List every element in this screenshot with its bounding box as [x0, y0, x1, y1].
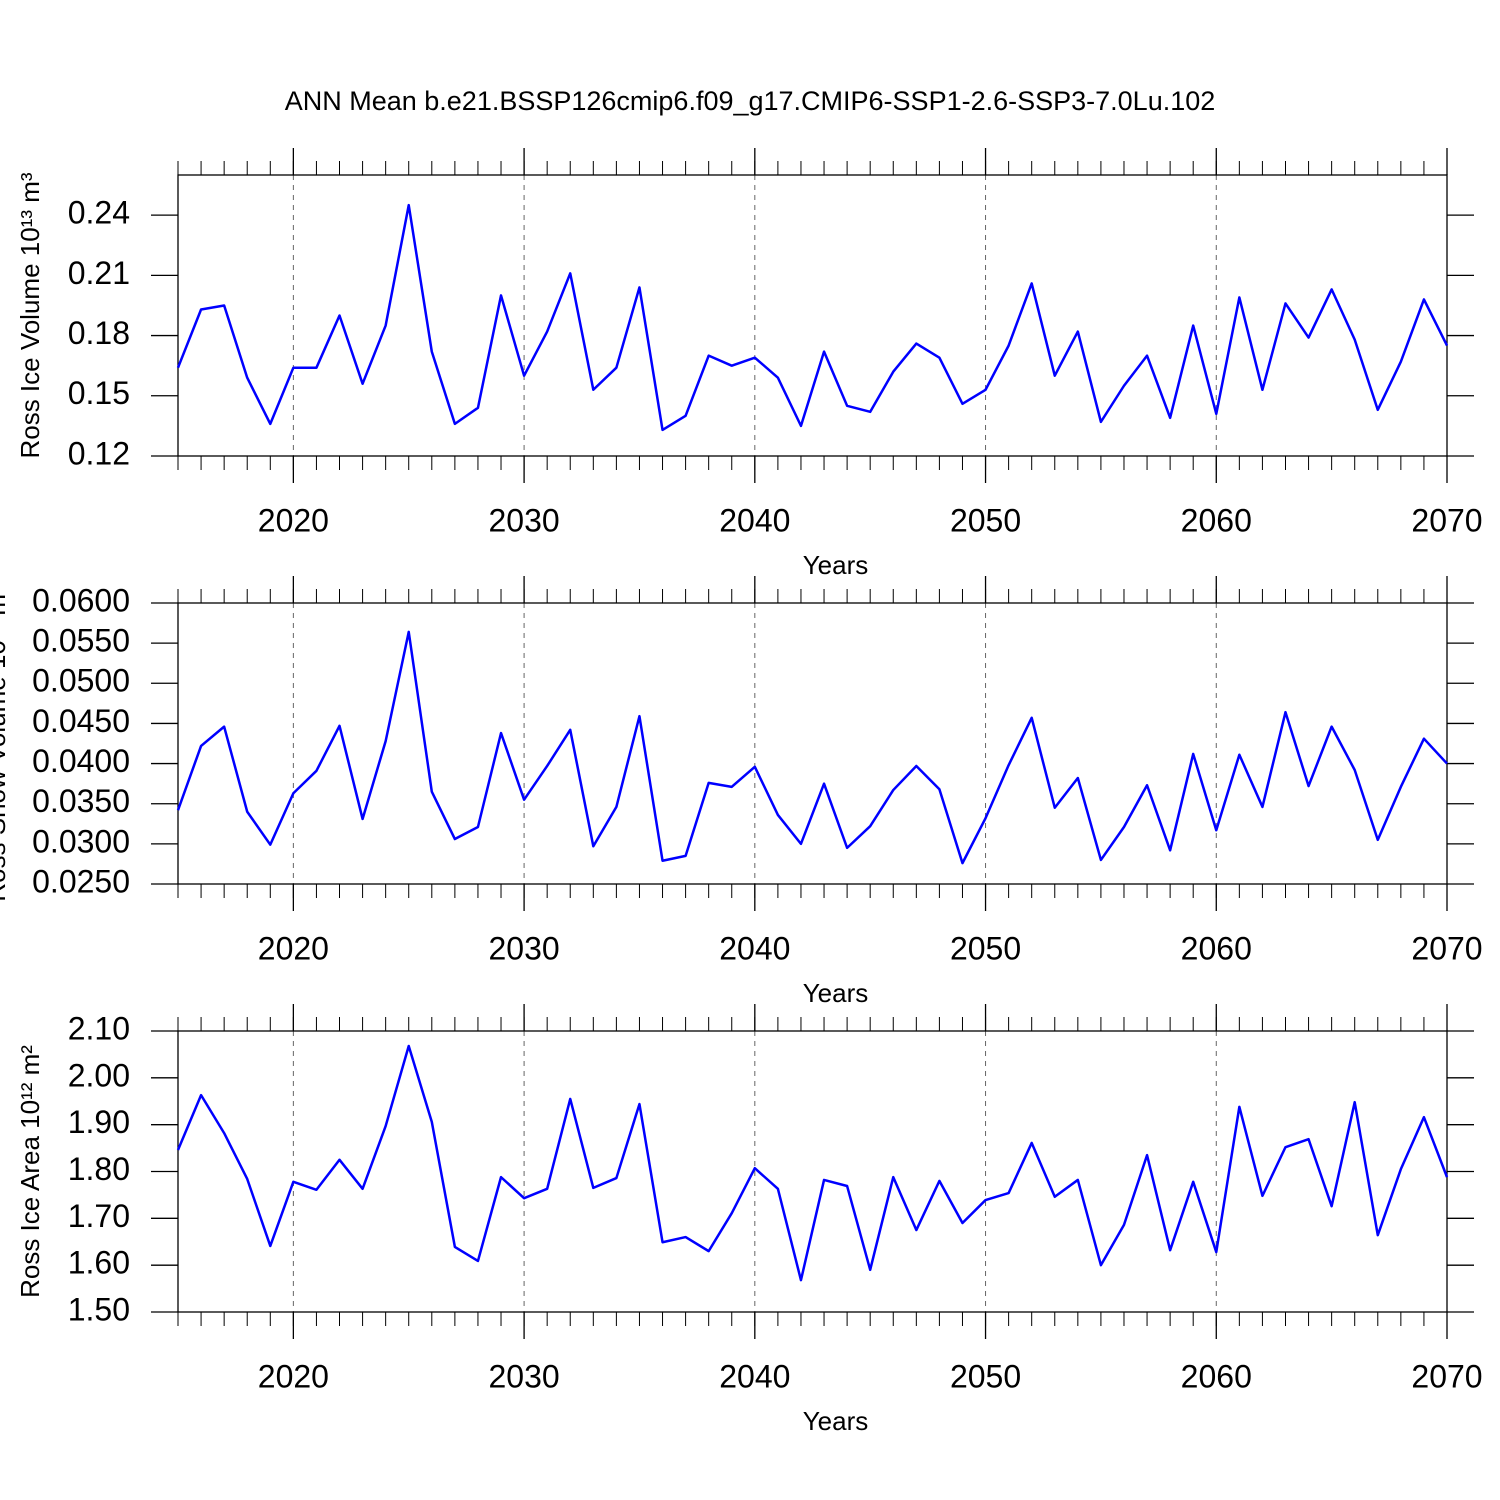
y-tick-label: 1.90 [68, 1104, 130, 1140]
chart-title: ANN Mean b.e21.BSSP126cmip6.f09_g17.CMIP… [285, 86, 1216, 116]
y-tick-label: 1.80 [68, 1151, 130, 1187]
y-tick-label: 0.24 [68, 195, 130, 231]
x-tick-label: 2030 [488, 502, 559, 538]
y-tick-label: 0.18 [68, 315, 130, 351]
x-tick-label: 2050 [950, 502, 1021, 538]
x-axis-label: Years [803, 1406, 869, 1436]
data-line [176, 203, 1449, 432]
y-tick-label: 0.0300 [32, 823, 130, 859]
y-axis-label: Ross Snow Volume 10¹³ m³ [0, 585, 11, 902]
plot-frame [177, 602, 1448, 885]
x-tick-label: 2060 [1181, 502, 1252, 538]
y-tick-label: 0.15 [68, 375, 130, 411]
x-tick-label: 2040 [719, 1358, 790, 1394]
plot-frame [177, 174, 1448, 457]
x-tick-label: 2020 [258, 1358, 329, 1394]
x-tick-label: 2070 [1411, 1358, 1482, 1394]
x-axis-label: Years [803, 978, 869, 1008]
data-line [176, 1044, 1449, 1282]
y-tick-label: 2.10 [68, 1010, 130, 1046]
x-tick-label: 2050 [950, 1358, 1021, 1394]
x-tick-label: 2030 [488, 930, 559, 966]
x-tick-label: 2040 [719, 502, 790, 538]
x-tick-label: 2050 [950, 930, 1021, 966]
x-tick-label: 2060 [1181, 930, 1252, 966]
x-axis-label: Years [803, 550, 869, 580]
y-tick-label: 1.70 [68, 1198, 130, 1234]
y-axis-label: Ross Ice Area 10¹² m² [15, 1045, 45, 1298]
x-tick-label: 2020 [258, 930, 329, 966]
y-tick-label: 0.12 [68, 435, 130, 471]
y-tick-label: 1.50 [68, 1291, 130, 1327]
y-tick-label: 0.0450 [32, 703, 130, 739]
x-tick-label: 2070 [1411, 930, 1482, 966]
y-tick-label: 2.00 [68, 1057, 130, 1093]
y-tick-label: 0.0250 [32, 863, 130, 899]
y-tick-label: 0.0550 [32, 623, 130, 659]
y-tick-label: 1.60 [68, 1245, 130, 1281]
data-line [176, 630, 1448, 865]
y-tick-label: 0.0350 [32, 783, 130, 819]
plot-frame [177, 1030, 1448, 1313]
y-tick-label: 0.0500 [32, 663, 130, 699]
x-tick-label: 2070 [1411, 502, 1482, 538]
x-tick-label: 2060 [1181, 1358, 1252, 1394]
y-tick-label: 0.0600 [32, 582, 130, 618]
x-tick-label: 2040 [719, 930, 790, 966]
y-axis-label: Ross Ice Volume 10¹³ m³ [15, 172, 45, 458]
x-tick-label: 2030 [488, 1358, 559, 1394]
y-tick-label: 0.0400 [32, 743, 130, 779]
x-tick-label: 2020 [258, 502, 329, 538]
y-tick-label: 0.21 [68, 255, 130, 291]
